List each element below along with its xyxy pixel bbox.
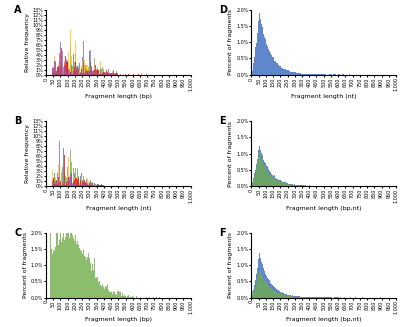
X-axis label: Fragment length (bp,nt): Fragment length (bp,nt): [286, 317, 362, 322]
Y-axis label: Relative frequency: Relative frequency: [24, 124, 30, 183]
Y-axis label: Percent of fragments: Percent of fragments: [228, 121, 234, 187]
Y-axis label: Relative frequency: Relative frequency: [24, 13, 30, 72]
Text: C: C: [14, 228, 22, 238]
Y-axis label: Percent of fragments: Percent of fragments: [23, 232, 28, 298]
Text: B: B: [14, 116, 22, 126]
X-axis label: Fragment length (bp,nt): Fragment length (bp,nt): [286, 206, 362, 211]
Text: A: A: [14, 5, 22, 15]
X-axis label: Fragment length (nt): Fragment length (nt): [291, 94, 356, 99]
X-axis label: Fragment length (bp): Fragment length (bp): [85, 94, 152, 99]
Text: E: E: [220, 116, 226, 126]
X-axis label: Fragment length (bp): Fragment length (bp): [85, 317, 152, 322]
Text: F: F: [220, 228, 226, 238]
Y-axis label: Percent of fragments: Percent of fragments: [228, 232, 234, 298]
Y-axis label: Percent of fragments: Percent of fragments: [228, 9, 234, 75]
Text: D: D: [220, 5, 228, 15]
X-axis label: Fragment length (nt): Fragment length (nt): [86, 206, 151, 211]
